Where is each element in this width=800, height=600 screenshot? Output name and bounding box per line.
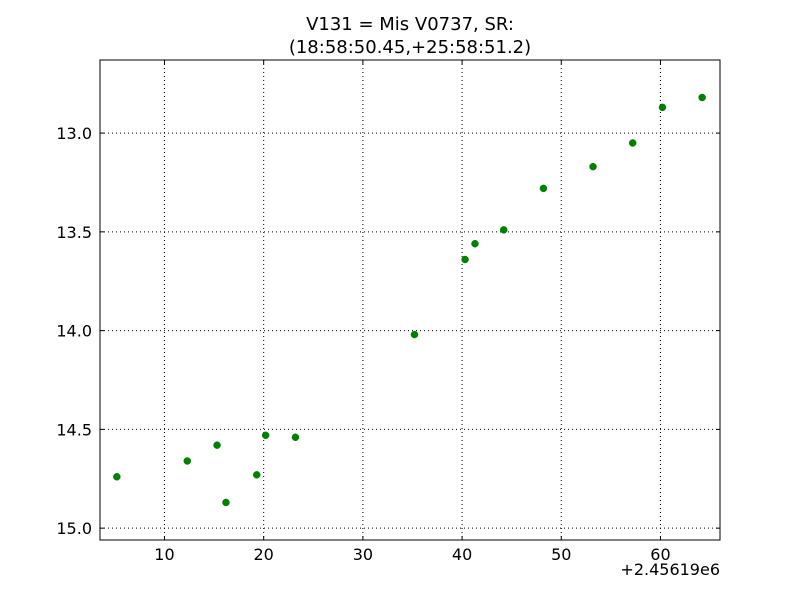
data-point	[698, 93, 706, 102]
plot-area-frame	[99, 59, 721, 541]
data-point	[213, 441, 221, 449]
data-point	[410, 330, 419, 339]
data-point	[291, 433, 300, 442]
x-tick-label: 60	[650, 545, 670, 564]
data-point	[589, 162, 597, 171]
data-point	[261, 431, 270, 440]
y-tick-label: 14.5	[56, 420, 92, 439]
data-point	[539, 184, 548, 193]
data-points	[113, 93, 706, 507]
data-point	[222, 498, 230, 507]
y-tick-label: 13.0	[56, 124, 92, 143]
x-tick-label: 50	[551, 545, 571, 564]
x-tick-label: 30	[353, 545, 373, 564]
data-point	[113, 473, 121, 481]
x-tick-labels: 10 20 30 40 50 60	[154, 545, 670, 564]
y-tick-label: 14.0	[56, 322, 92, 341]
x-axis-offset-label: +2.45619e6	[620, 560, 720, 579]
data-point	[499, 226, 508, 234]
grid-lines	[100, 60, 720, 540]
x-tick-label: 40	[452, 545, 472, 564]
axis-ticks	[100, 60, 720, 540]
y-tick-label: 15.0	[56, 519, 92, 538]
chart-title-line-2: (18:58:50.45,+25:58:51.2)	[289, 37, 531, 58]
y-tick-label: 13.5	[56, 223, 92, 242]
y-tick-labels: 13.0 13.5 14.0 14.5 15.0	[56, 124, 92, 538]
x-tick-label: 10	[154, 545, 174, 564]
data-point	[628, 139, 637, 147]
chart-title-line-1: V131 = Mis V0737, SR:	[306, 14, 514, 35]
data-point	[471, 239, 479, 248]
x-tick-label: 20	[254, 545, 274, 564]
data-point	[461, 255, 469, 264]
data-point	[658, 103, 667, 112]
data-point	[183, 457, 192, 465]
data-point	[252, 471, 261, 479]
